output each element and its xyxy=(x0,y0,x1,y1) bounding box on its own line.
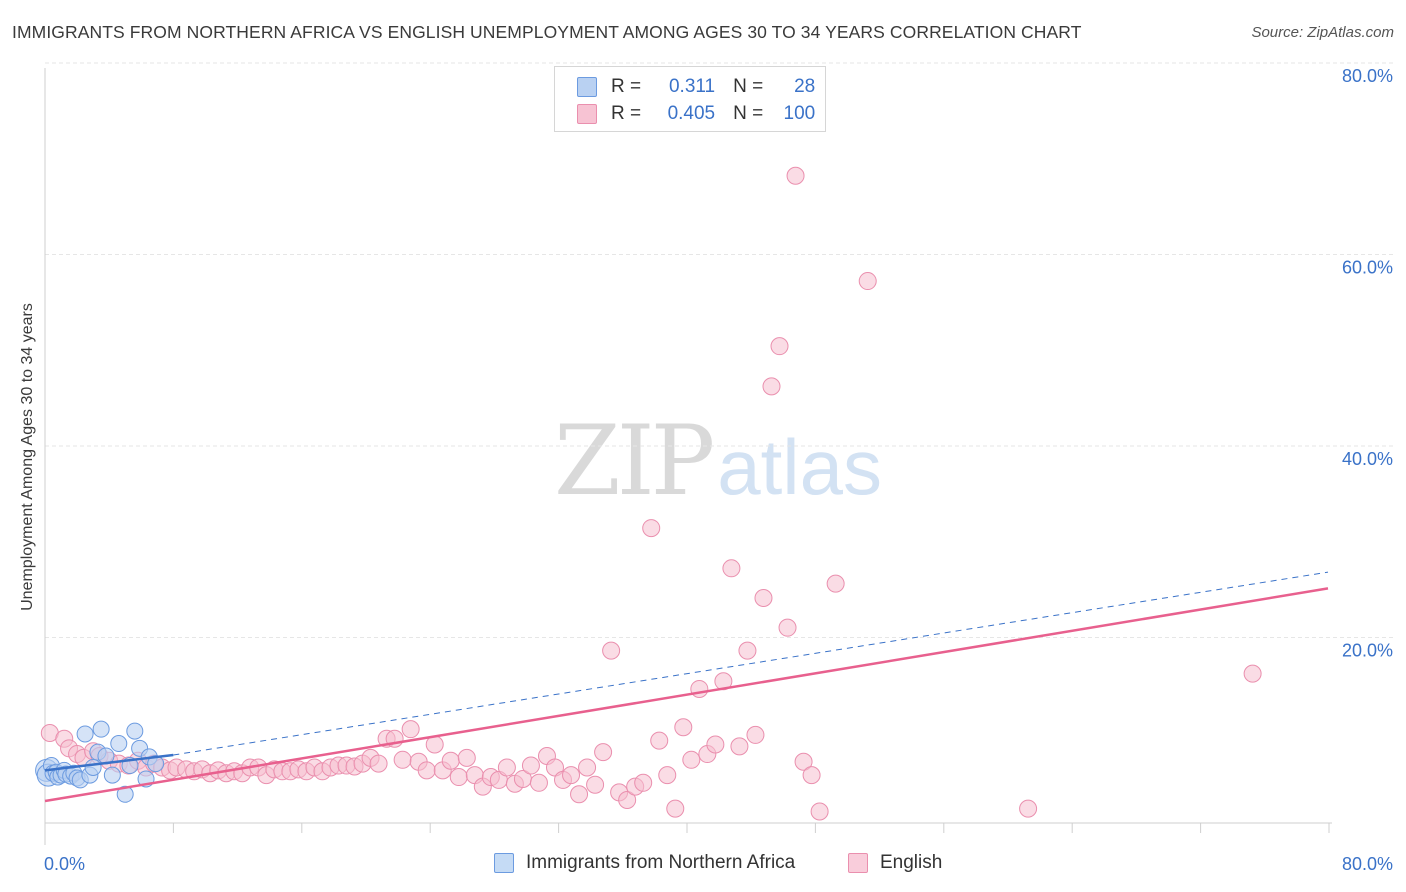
data-point-english xyxy=(521,756,540,775)
data-point-english xyxy=(634,773,653,792)
data-point-english xyxy=(578,758,597,777)
data-point-english xyxy=(682,750,701,769)
watermark: ZIPatlas xyxy=(554,405,882,517)
legend-label-immigrants: Immigrants from Northern Africa xyxy=(526,852,796,873)
data-point-english xyxy=(562,766,581,785)
data-point-english xyxy=(417,761,436,780)
data-point-english xyxy=(401,720,420,739)
data-point-english xyxy=(810,802,829,821)
legend-n-label: N = xyxy=(733,76,764,97)
trend-line-immigrants xyxy=(44,753,174,772)
legend-row-english: R = 0.405 N = 100 xyxy=(577,102,815,126)
data-point-english xyxy=(770,337,789,356)
grid-lines xyxy=(45,62,1394,638)
data-point-english xyxy=(762,377,781,396)
watermark-zip: ZIP xyxy=(554,405,715,517)
legend-r-value: 0.405 xyxy=(667,103,716,124)
data-point-english xyxy=(650,731,669,750)
legend-swatch-blue xyxy=(577,77,597,97)
data-point-english xyxy=(602,641,621,660)
y-axis-label: Unemployment Among Ages 30 to 34 years xyxy=(19,303,36,611)
y-tick-label: 20.0% xyxy=(1342,641,1393,661)
data-point-english xyxy=(826,574,845,593)
legend-r-label: R = xyxy=(611,76,642,97)
data-point-english xyxy=(754,588,773,607)
data-point-english xyxy=(369,754,388,773)
trend-lines xyxy=(44,571,1329,803)
data-point-english xyxy=(738,641,757,660)
data-point-english xyxy=(746,725,765,744)
data-point-english xyxy=(722,559,741,578)
trend-line-immigrants-dashed xyxy=(173,571,1329,756)
data-point-english xyxy=(570,785,589,804)
data-point-english xyxy=(497,758,516,777)
data-point-english xyxy=(666,799,685,818)
bottom-legend-english: English xyxy=(848,852,942,874)
legend-n-label: N = xyxy=(733,103,764,124)
data-point-english xyxy=(858,272,877,291)
legend-row-immigrants: R = 0.311 N = 28 xyxy=(577,75,815,99)
data-point-english xyxy=(706,735,725,754)
data-point-english xyxy=(1019,799,1038,818)
source-credit: Source: ZipAtlas.com xyxy=(1251,24,1394,41)
data-point-english xyxy=(1243,664,1262,683)
y-tick-label: 40.0% xyxy=(1342,449,1393,469)
data-point-english xyxy=(642,519,661,538)
legend-swatch-pink xyxy=(848,853,868,873)
data-point-english xyxy=(794,752,813,771)
data-point-immigrants xyxy=(110,735,128,753)
chart-title: IMMIGRANTS FROM NORTHERN AFRICA VS ENGLI… xyxy=(12,22,1082,42)
english-points xyxy=(40,166,1262,821)
data-point-english xyxy=(658,766,677,785)
trend-line-english xyxy=(44,587,1329,803)
data-point-english xyxy=(778,618,797,637)
data-point-immigrants xyxy=(126,722,144,740)
data-point-english xyxy=(730,737,749,756)
legend-r-value: 0.311 xyxy=(668,76,716,97)
data-point-immigrants xyxy=(103,766,121,784)
x-tick-label: 0.0% xyxy=(44,854,85,874)
axes xyxy=(44,68,1332,845)
data-point-english xyxy=(802,766,821,785)
data-point-english xyxy=(586,775,605,794)
bottom-legend-immigrants: Immigrants from Northern Africa xyxy=(494,852,795,874)
data-point-english xyxy=(529,773,548,792)
x-tick-label: 80.0% xyxy=(1342,854,1393,874)
data-point-immigrants xyxy=(84,758,102,776)
correlation-legend: R = 0.311 N = 28 R = 0.405 N = 100 xyxy=(554,66,826,132)
data-point-english xyxy=(690,679,709,698)
legend-swatch-blue xyxy=(494,853,514,873)
data-point-immigrants xyxy=(92,720,110,738)
data-point-english xyxy=(393,750,412,769)
data-point-english xyxy=(457,748,476,767)
data-point-immigrants xyxy=(76,725,94,743)
y-tick-label: 60.0% xyxy=(1342,258,1393,278)
data-point-english xyxy=(786,166,805,185)
data-point-english xyxy=(441,751,460,770)
legend-r-label: R = xyxy=(611,103,642,124)
data-point-english xyxy=(449,768,468,787)
data-point-english xyxy=(618,791,637,810)
data-point-immigrants xyxy=(147,755,165,773)
legend-label-english: English xyxy=(880,852,943,873)
legend-swatch-pink xyxy=(577,104,597,124)
tick-labels: 20.0% 40.0% 60.0% 80.0% 0.0% 80.0% xyxy=(44,66,1393,874)
data-point-immigrants xyxy=(116,785,134,803)
data-point-english xyxy=(594,743,613,762)
y-tick-label: 80.0% xyxy=(1342,66,1393,86)
watermark-atlas: atlas xyxy=(717,423,882,511)
data-point-english xyxy=(674,718,693,737)
legend-n-value: 100 xyxy=(783,103,816,124)
legend-n-value: 28 xyxy=(794,76,816,97)
